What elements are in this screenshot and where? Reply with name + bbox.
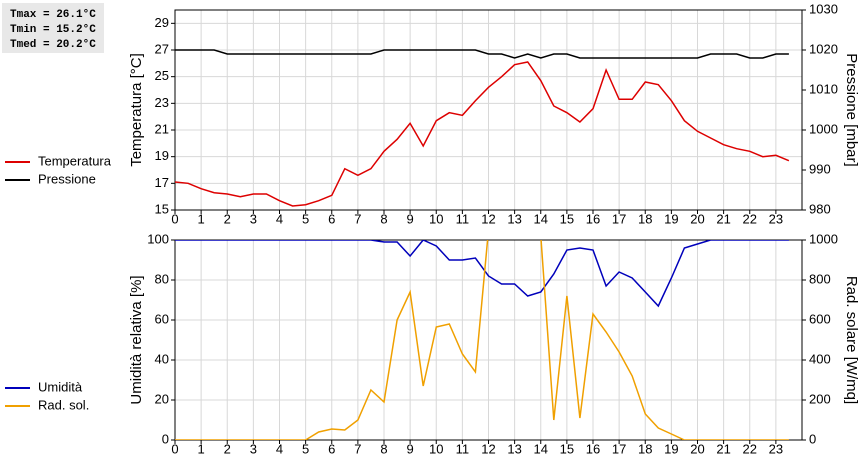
- y-tick-label: 29: [155, 15, 169, 30]
- x-tick-label: 9: [407, 441, 414, 456]
- series-line: [175, 240, 789, 308]
- x-tick-label: 13: [507, 441, 521, 456]
- x-tick-label: 10: [429, 211, 443, 226]
- y-tick-label: 21: [155, 121, 169, 136]
- x-tick-label: 8: [380, 441, 387, 456]
- x-tick-label: 18: [638, 441, 652, 456]
- x-tick-label: 5: [302, 211, 309, 226]
- x-tick-label: 7: [354, 211, 361, 226]
- x-tick-label: 11: [456, 441, 470, 456]
- y2-tick-label: 990: [809, 161, 831, 176]
- y-tick-label: 0: [162, 431, 169, 446]
- x-tick-label: 21: [716, 441, 730, 456]
- y-tick-label: 17: [155, 175, 169, 190]
- x-tick-label: 3: [250, 211, 257, 226]
- y2-axis-label: Pressione [mbar]: [843, 53, 860, 166]
- annotation: Tmin = 15.2°C: [10, 24, 96, 36]
- series-line: [175, 240, 789, 440]
- y-tick-label: 25: [155, 68, 169, 83]
- y2-tick-label: 1010: [809, 81, 838, 96]
- y-tick-label: 19: [155, 148, 169, 163]
- legend-label: Umidità: [38, 379, 83, 394]
- x-tick-label: 19: [664, 211, 678, 226]
- y-tick-label: 15: [155, 201, 169, 216]
- x-tick-label: 2: [224, 441, 231, 456]
- x-tick-label: 9: [407, 211, 414, 226]
- y-tick-label: 60: [155, 311, 169, 326]
- x-tick-label: 23: [769, 441, 783, 456]
- x-tick-label: 20: [690, 211, 704, 226]
- x-tick-label: 6: [328, 441, 335, 456]
- x-tick-label: 23: [769, 211, 783, 226]
- x-tick-label: 18: [638, 211, 652, 226]
- x-tick-label: 8: [380, 211, 387, 226]
- x-tick-label: 11: [456, 211, 470, 226]
- y-tick-label: 23: [155, 95, 169, 110]
- x-tick-label: 3: [250, 441, 257, 456]
- x-tick-label: 19: [664, 441, 678, 456]
- y2-tick-label: 200: [809, 391, 831, 406]
- y2-tick-label: 1030: [809, 1, 838, 16]
- y-axis-label: Umidità relativa [%]: [128, 275, 145, 404]
- y-tick-label: 100: [147, 231, 169, 246]
- y2-tick-label: 1000: [809, 231, 838, 246]
- x-tick-label: 5: [302, 441, 309, 456]
- x-tick-label: 17: [612, 441, 626, 456]
- y2-tick-label: 0: [809, 431, 816, 446]
- x-tick-label: 7: [354, 441, 361, 456]
- x-tick-label: 12: [481, 211, 495, 226]
- x-tick-label: 15: [560, 441, 574, 456]
- x-tick-label: 16: [586, 211, 600, 226]
- y2-tick-label: 600: [809, 311, 831, 326]
- x-tick-label: 10: [429, 441, 443, 456]
- series-line: [175, 49, 789, 59]
- annotation: Tmed = 20.2°C: [10, 39, 96, 51]
- plot-frame: [174, 9, 803, 211]
- annotation: Tmax = 26.1°C: [10, 9, 96, 21]
- x-tick-label: 22: [743, 441, 757, 456]
- x-tick-label: 12: [481, 441, 495, 456]
- y-axis-label: Temperatura [°C]: [128, 53, 145, 167]
- x-tick-label: 0: [171, 211, 178, 226]
- x-tick-label: 16: [586, 441, 600, 456]
- x-tick-label: 17: [612, 211, 626, 226]
- y2-tick-label: 1020: [809, 41, 838, 56]
- y-tick-label: 80: [155, 271, 169, 286]
- x-tick-label: 4: [276, 211, 283, 226]
- x-tick-label: 1: [198, 211, 205, 226]
- x-tick-label: 14: [534, 441, 548, 456]
- legend-label: Pressione: [38, 171, 96, 186]
- y2-tick-label: 980: [809, 201, 831, 216]
- y2-axis-label: Rad. solare [W/mq]: [843, 276, 860, 404]
- x-tick-label: 2: [224, 211, 231, 226]
- plot-frame: [174, 239, 803, 441]
- x-tick-label: 14: [534, 211, 548, 226]
- x-tick-label: 13: [507, 211, 521, 226]
- y2-tick-label: 800: [809, 271, 831, 286]
- x-tick-label: 0: [171, 441, 178, 456]
- legend-label: Temperatura: [38, 153, 112, 168]
- y-tick-label: 40: [155, 351, 169, 366]
- x-tick-label: 1: [198, 441, 205, 456]
- x-tick-label: 20: [690, 441, 704, 456]
- summary-box: [2, 3, 104, 53]
- y2-tick-label: 1000: [809, 121, 838, 136]
- legend-label: Rad. sol.: [38, 397, 89, 412]
- x-tick-label: 4: [276, 441, 283, 456]
- x-tick-label: 21: [716, 211, 730, 226]
- y2-tick-label: 400: [809, 351, 831, 366]
- y-tick-label: 27: [155, 41, 169, 56]
- x-tick-label: 15: [560, 211, 574, 226]
- y-tick-label: 20: [155, 391, 169, 406]
- x-tick-label: 6: [328, 211, 335, 226]
- series-line: [175, 61, 790, 207]
- x-tick-label: 22: [743, 211, 757, 226]
